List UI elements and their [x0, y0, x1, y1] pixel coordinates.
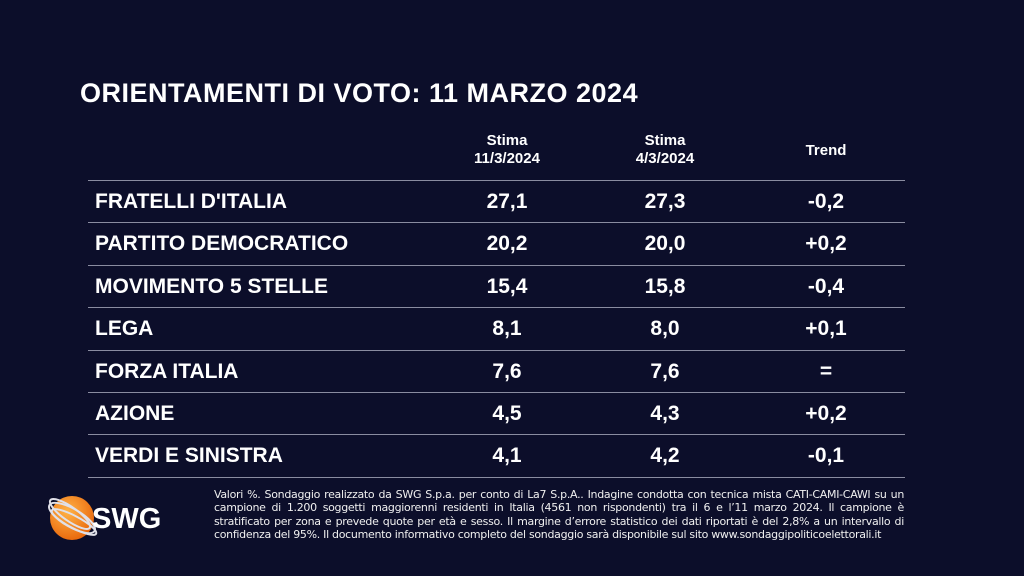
value-previous: 20,0 — [644, 232, 686, 256]
globe-icon — [48, 496, 98, 540]
value-current: 4,1 — [492, 444, 522, 468]
table-row: FRATELLI D'ITALIA 27,1 27,3 -0,2 — [88, 180, 905, 222]
value-current: 8,1 — [492, 317, 522, 341]
table-row: VERDI E SINISTRA 4,1 4,2 -0,1 — [88, 434, 905, 478]
header-line: Stima — [644, 132, 686, 149]
trend-value: -0,4 — [807, 274, 845, 298]
trend-value: +0,2 — [805, 401, 847, 425]
trend-value: = — [819, 359, 833, 383]
logo-text: SWG — [92, 503, 162, 535]
value-previous: 7,6 — [650, 359, 680, 383]
footnote: Valori %. Sondaggio realizzato da SWG S.… — [214, 488, 904, 542]
header-line: Trend — [805, 142, 847, 159]
party-name: AZIONE — [95, 401, 175, 425]
table-row: FORZA ITALIA 7,6 7,6 = — [88, 349, 905, 392]
column-header-current: Stima 11/3/2024 — [427, 132, 587, 168]
table-row: LEGA 8,1 8,0 +0,1 — [88, 307, 905, 349]
trend-value: -0,1 — [807, 444, 845, 468]
party-name: MOVIMENTO 5 STELLE — [95, 274, 328, 298]
header-date: 4/3/2024 — [635, 150, 695, 167]
value-current: 7,6 — [492, 359, 522, 383]
party-name: LEGA — [95, 317, 154, 341]
header-line: Stima — [486, 132, 528, 149]
table-row: MOVIMENTO 5 STELLE 15,4 15,8 -0,4 — [88, 264, 905, 307]
poll-table: FRATELLI D'ITALIA 27,1 27,3 -0,2 PARTITO DEM… — [88, 180, 905, 478]
value-previous: 4,2 — [650, 444, 680, 468]
column-header-trend: Trend — [746, 142, 906, 160]
value-previous: 27,3 — [644, 190, 686, 213]
table-row: PARTITO DEMOCRATICO 20,2 20,0 +0,2 — [88, 222, 905, 264]
value-current: 15,4 — [486, 274, 528, 298]
header-date: 11/3/2024 — [474, 150, 540, 167]
party-name: PARTITO DEMOCRATICO — [95, 232, 349, 256]
value-current: 27,1 — [486, 190, 528, 213]
value-previous: 15,8 — [644, 274, 686, 298]
value-previous: 4,3 — [650, 401, 680, 425]
trend-value: +0,2 — [805, 232, 847, 256]
table-row: AZIONE 4,5 4,3 +0,2 — [88, 391, 905, 434]
party-name: FORZA ITALIA — [95, 359, 239, 383]
trend-value: -0,2 — [807, 190, 845, 213]
swg-logo — [42, 488, 102, 553]
trend-value: +0,1 — [805, 317, 847, 341]
page-title: ORIENTAMENTI DI VOTO: 11 MARZO 2024 — [80, 78, 639, 108]
party-name: VERDI E SINISTRA — [95, 444, 283, 468]
party-name: FRATELLI D'ITALIA — [95, 190, 288, 213]
value-current: 4,5 — [492, 401, 522, 425]
value-current: 20,2 — [486, 232, 528, 256]
value-previous: 8,0 — [650, 317, 680, 341]
column-header-previous: Stima 4/3/2024 — [585, 132, 745, 168]
